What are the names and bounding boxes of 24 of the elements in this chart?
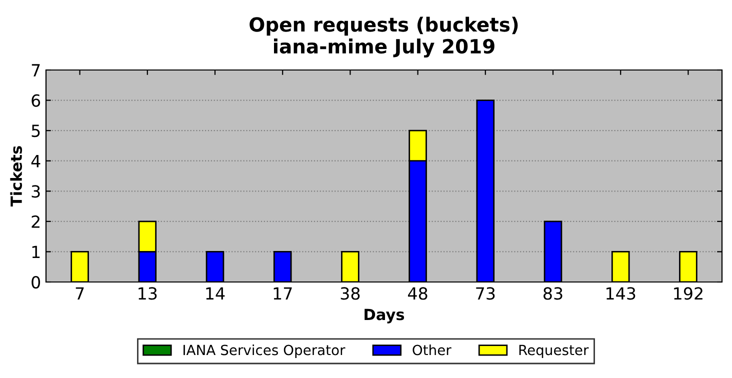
- y-tick-label: 2: [32, 215, 40, 228]
- y-axis-title: Tickets: [10, 146, 22, 207]
- x-tick-label: 7: [76, 287, 84, 300]
- legend-label: Other: [412, 344, 452, 356]
- y-tick-label: 3: [32, 185, 40, 198]
- y-tick-label: 7: [32, 64, 40, 76]
- x-tick-label: 192: [674, 287, 702, 300]
- x-tick-label: 73: [476, 287, 495, 300]
- y-tick-label: 1: [32, 246, 40, 258]
- x-axis-title: Days: [364, 308, 404, 324]
- x-tick-label: 17: [274, 287, 292, 300]
- x-tick-label: 38: [340, 287, 360, 300]
- y-tick-label: 6: [32, 94, 40, 107]
- legend-label: IANA Services Operator: [184, 344, 346, 358]
- x-tick-label: 14: [206, 287, 225, 300]
- x-tick-label: 83: [544, 287, 562, 300]
- y-tick-label: 4: [31, 155, 40, 168]
- y-tick-label: 5: [32, 124, 40, 138]
- x-tick-label: 13: [138, 287, 157, 300]
- chart-title: Open requests (buckets) iana-mime July 2019: [250, 16, 518, 58]
- legend-label: Requester: [519, 344, 589, 358]
- x-tick-label: 143: [606, 287, 636, 300]
- x-tick-label: 48: [408, 287, 428, 300]
- y-tick-label: 0: [32, 276, 40, 289]
